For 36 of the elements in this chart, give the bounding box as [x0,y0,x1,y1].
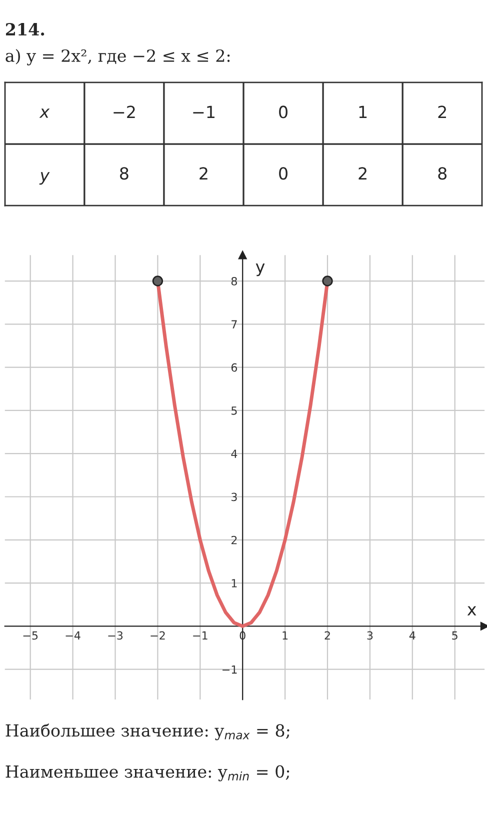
y-tick-label: 8 [231,276,237,286]
chart-subtitle: а) y = 2x², где −2 ≤ x ≤ 2: [6,49,230,66]
x-tick-label: −3 [108,631,123,640]
text: Наибольшее значение: y$_{max}$ = 8; [6,724,290,740]
y-tick-label: 4 [231,450,238,458]
data-label: 8 [120,167,128,180]
x-tick-label: 3 [367,631,373,640]
x-tick-label: 5 [452,631,458,640]
x-tick-label: −2 [114,106,135,118]
y-axis-title: y [256,264,265,276]
x-tick-label: 4 [409,631,416,640]
y-tick-label: 3 [232,492,237,502]
data-label: 0 [279,167,288,180]
x-tick-label: −4 [66,631,80,640]
x-axis-title: x [39,108,50,118]
data-label: 8 [438,167,447,180]
y-tick-label: 7 [232,320,237,328]
chart-title: 214. [6,23,44,36]
y-tick-label: 2 [231,536,237,544]
data-label: 2 [200,167,208,180]
x-tick-label: 1 [359,106,367,118]
x-tick-label: 0 [279,106,288,118]
x-tick-label: −1 [193,631,208,640]
y-tick-label: 6 [231,363,238,372]
data-label: 2 [358,167,366,180]
y-tick-label: 1 [232,579,237,588]
x-axis-title: x [467,606,476,616]
x-tick-label: 2 [438,106,446,118]
x-tick-label: −1 [193,106,214,118]
y-tick-label: 5 [232,406,237,415]
x-tick-label: −2 [150,631,165,640]
text: Наименьшее значение: y$_{min}$ = 0; [6,765,290,782]
x-tick-label: 2 [324,631,330,640]
y-tick-label: −1 [222,665,237,674]
x-tick-label: 1 [282,631,288,640]
x-tick-label: −5 [23,631,38,640]
